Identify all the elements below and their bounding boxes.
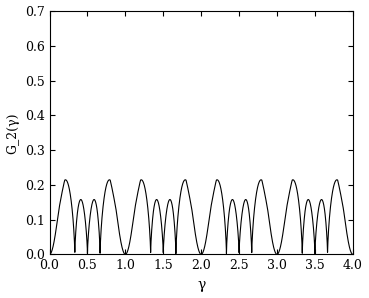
Y-axis label: G_2(γ): G_2(γ) xyxy=(6,112,19,153)
X-axis label: γ: γ xyxy=(197,278,205,292)
